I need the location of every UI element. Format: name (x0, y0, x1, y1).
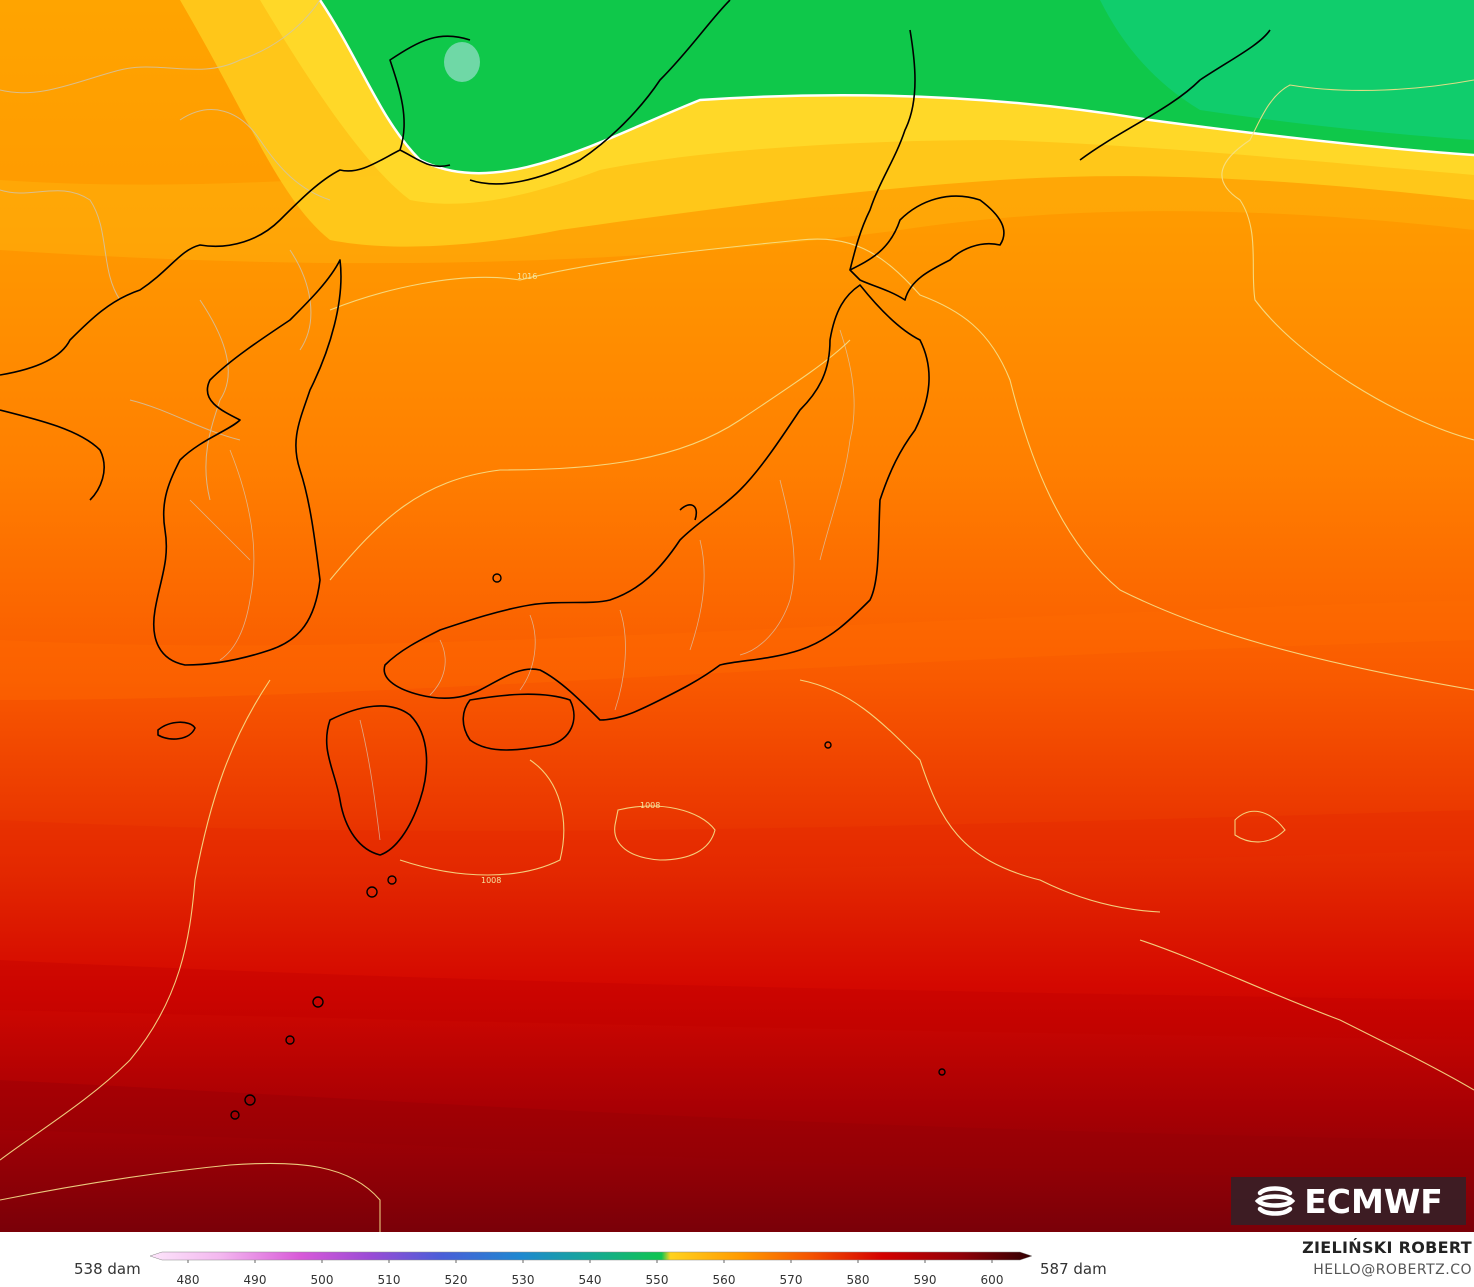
legend-tick-label: 520 (445, 1273, 468, 1287)
legend-tick-label: 580 (847, 1273, 870, 1287)
legend-tick-label: 550 (646, 1273, 669, 1287)
coastlines (0, 0, 1271, 856)
author-credit: ZIELIŃSKI ROBERT HELLO@ROBERTZ.CO (1302, 1238, 1472, 1278)
legend-ticks: 480 490 500 510 520 530 540 550 560 570 580 590 600 (177, 1260, 1004, 1287)
color-legend: 538 dam 587 dam 480 490 500 510 520 530 54 (0, 1232, 1474, 1287)
legend-tick-label: 590 (914, 1273, 937, 1287)
noto (679, 504, 698, 521)
legend-min-label: 538 dam (74, 1260, 141, 1278)
yellow-sea-coast (0, 409, 105, 501)
ecmwf-logo: ECMWF (1231, 1177, 1466, 1225)
author-email: HELLO@ROBERTZ.CO (1313, 1262, 1472, 1278)
geopotential-map: 1016 1008 1008 (0, 0, 1474, 1232)
legend-tick-label: 530 (512, 1273, 535, 1287)
green-teal-region (1100, 0, 1474, 140)
isobar-label-1008-a: 1008 (640, 801, 660, 810)
yellow-band-light (260, 0, 1474, 204)
shikoku (462, 693, 575, 751)
legend-colorbar: 480 490 500 510 520 530 540 550 560 570 580 590 600 (149, 1251, 1033, 1287)
legend-tick-label: 500 (311, 1273, 334, 1287)
legend-tick-label: 490 (244, 1273, 267, 1287)
isobar-label-1008-b: 1008 (481, 876, 501, 885)
prefecture-borders (189, 329, 855, 841)
isobars (0, 79, 1474, 1232)
kyushu (325, 705, 428, 856)
russia-coast (469, 0, 731, 185)
honshu (383, 284, 930, 721)
lake-patch (444, 42, 480, 82)
legend-tick-label: 570 (780, 1273, 803, 1287)
legend-max-label: 587 dam (1040, 1260, 1107, 1278)
hokkaido (849, 195, 1005, 301)
korea-peninsula (153, 259, 342, 666)
legend-tick-label: 540 (579, 1273, 602, 1287)
ecmwf-logo-text: ECMWF (1304, 1181, 1443, 1221)
isobar-label-1016: 1016 (517, 272, 537, 281)
legend-tick-label: 480 (177, 1273, 200, 1287)
small-islands (230, 573, 946, 1120)
ecmwf-logo-icon (1255, 1186, 1296, 1216)
jeju (157, 721, 196, 740)
author-name: ZIELIŃSKI ROBERT (1302, 1238, 1472, 1257)
legend-tick-label: 600 (981, 1273, 1004, 1287)
sakhalin (849, 29, 916, 271)
kuril-islands (1079, 29, 1271, 161)
legend-tick-label: 560 (713, 1273, 736, 1287)
green-contour (318, 0, 1474, 175)
map-canvas: 1016 1008 1008 (0, 0, 1474, 1232)
country-borders (0, 0, 331, 501)
legend-tick-label: 510 (378, 1273, 401, 1287)
china-korea-coast (0, 35, 471, 376)
